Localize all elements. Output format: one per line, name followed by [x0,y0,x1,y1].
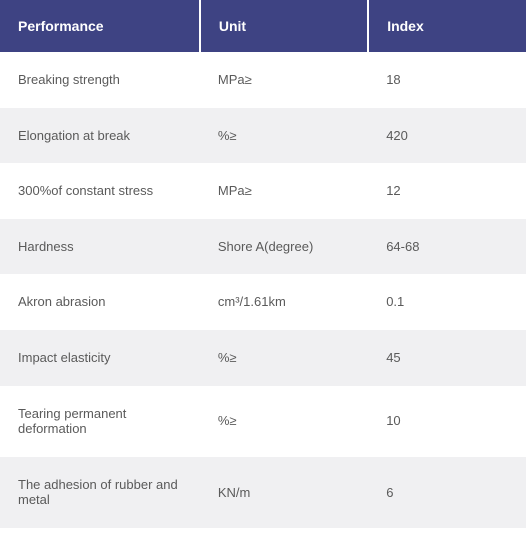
cell-unit: MPa≥ [200,163,368,219]
cell-performance: Hardness [0,219,200,275]
cell-unit: %≥ [200,108,368,164]
cell-index: 420 [368,108,526,164]
cell-unit: cm³/1.61km [200,274,368,330]
cell-performance: The adhesion of rubber and metal [0,457,200,528]
cell-index: 18 [368,52,526,108]
cell-index: 6 [368,457,526,528]
table-row: 300%of constant stress MPa≥ 12 [0,163,526,219]
table-row: Akron abrasion cm³/1.61km 0.1 [0,274,526,330]
cell-performance: Impact elasticity [0,330,200,386]
table-body: Breaking strength MPa≥ 18 Elongation at … [0,52,526,528]
cell-index: 45 [368,330,526,386]
table-header-row: Performance Unit Index [0,0,526,52]
cell-index: 10 [368,386,526,457]
table-row: Breaking strength MPa≥ 18 [0,52,526,108]
cell-unit: KN/m [200,457,368,528]
table-row: Elongation at break %≥ 420 [0,108,526,164]
cell-index: 64-68 [368,219,526,275]
cell-unit: MPa≥ [200,52,368,108]
table-row: Hardness Shore A(degree) 64-68 [0,219,526,275]
cell-performance: Breaking strength [0,52,200,108]
col-header-index: Index [368,0,526,52]
cell-performance: 300%of constant stress [0,163,200,219]
cell-unit: %≥ [200,330,368,386]
cell-unit: Shore A(degree) [200,219,368,275]
col-header-performance: Performance [0,0,200,52]
cell-performance: Akron abrasion [0,274,200,330]
col-header-unit: Unit [200,0,368,52]
cell-performance: Tearing permanent deformation [0,386,200,457]
cell-unit: %≥ [200,386,368,457]
cell-index: 0.1 [368,274,526,330]
cell-index: 12 [368,163,526,219]
spec-table: Performance Unit Index Breaking strength… [0,0,526,528]
table-row: The adhesion of rubber and metal KN/m 6 [0,457,526,528]
table-row: Tearing permanent deformation %≥ 10 [0,386,526,457]
table-row: Impact elasticity %≥ 45 [0,330,526,386]
cell-performance: Elongation at break [0,108,200,164]
